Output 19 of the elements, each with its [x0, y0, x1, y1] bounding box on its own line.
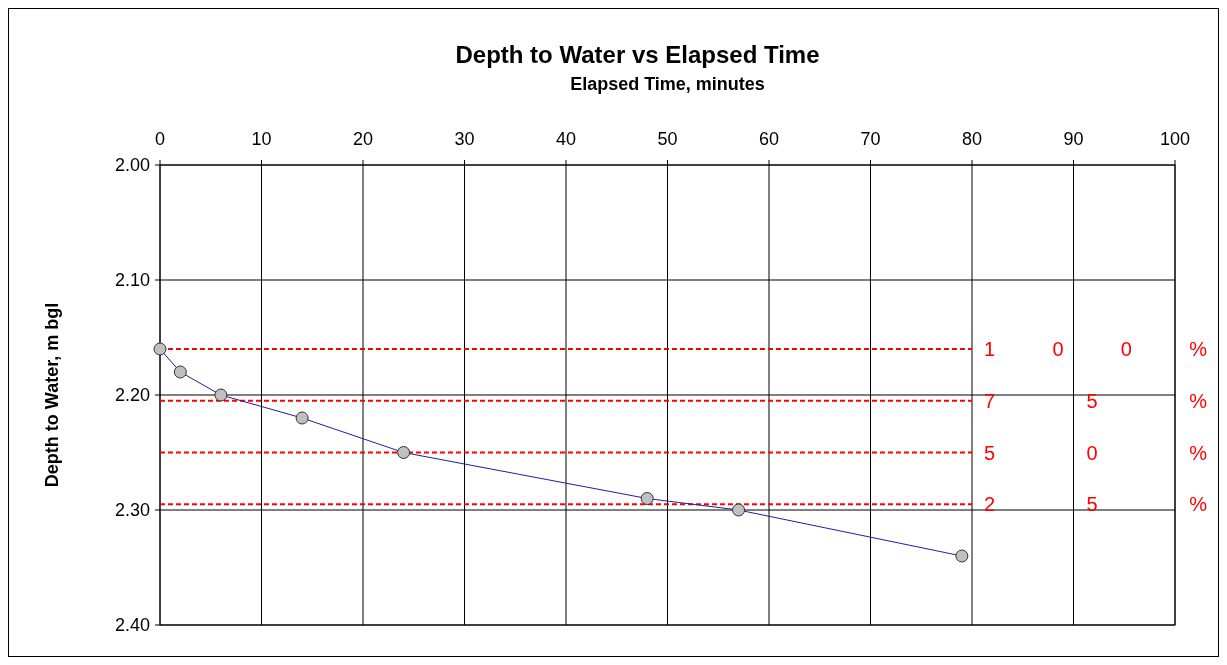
chart-title: Depth to Water vs Elapsed Time — [455, 41, 820, 68]
y-tick-label: 2.10 — [114, 270, 150, 290]
x-tick-label: 90 — [1063, 129, 1084, 149]
x-tick-label: 70 — [860, 129, 881, 149]
x-tick-label: 10 — [251, 129, 272, 149]
x-tick-label: 100 — [1159, 129, 1191, 149]
y-tick-label: 2.20 — [114, 385, 150, 405]
x-tick-label: 30 — [454, 129, 475, 149]
y-tick-label: 2.40 — [114, 615, 150, 635]
y-tick-label: 2.00 — [114, 155, 150, 175]
x-tick-label: 0 — [154, 129, 166, 149]
x-tick-label: 40 — [555, 129, 577, 149]
y-tick-label: 2.30 — [114, 500, 150, 520]
y-axis-title: Depth to Water, m bgl — [42, 302, 62, 488]
x-axis-title: Elapsed Time, minutes — [570, 74, 765, 94]
x-tick-label: 60 — [758, 129, 780, 149]
x-tick-label: 20 — [352, 129, 374, 149]
x-tick-label: 80 — [961, 129, 983, 149]
x-tick-label: 50 — [657, 129, 678, 149]
